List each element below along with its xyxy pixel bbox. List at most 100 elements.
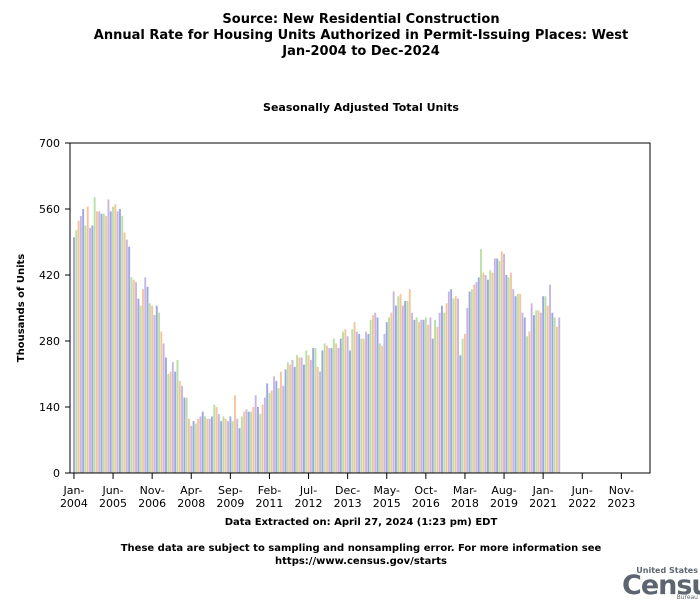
bar bbox=[526, 336, 528, 473]
x-tick-label-year: 2019 bbox=[490, 497, 518, 510]
bar bbox=[215, 407, 218, 473]
bar bbox=[305, 350, 308, 473]
disclaimer-link[interactable]: https://www.census.gov/starts bbox=[275, 556, 447, 567]
bar bbox=[404, 300, 407, 473]
bar bbox=[77, 220, 80, 473]
x-tick-label-month: Jan- bbox=[62, 484, 84, 497]
bar bbox=[443, 312, 446, 473]
bar bbox=[319, 371, 321, 473]
x-tick-label-month: Sep- bbox=[218, 484, 243, 497]
bar bbox=[505, 275, 508, 473]
bar bbox=[268, 392, 271, 473]
bar bbox=[102, 213, 105, 473]
x-tick-label-year: 2004 bbox=[60, 497, 88, 510]
bar bbox=[372, 315, 374, 473]
x-tick-label-year: 2012 bbox=[295, 497, 323, 510]
bar bbox=[535, 310, 538, 473]
bar bbox=[109, 211, 112, 474]
bar bbox=[309, 359, 312, 473]
bar bbox=[351, 329, 354, 473]
y-tick-label: 420 bbox=[39, 269, 60, 282]
bar bbox=[337, 348, 340, 473]
bar bbox=[353, 322, 356, 473]
bar bbox=[158, 312, 160, 473]
x-tick-label-month: Aug- bbox=[491, 484, 516, 497]
bar bbox=[130, 277, 133, 473]
bar bbox=[408, 289, 411, 473]
bar bbox=[314, 348, 317, 473]
bar bbox=[551, 312, 554, 473]
bar bbox=[229, 416, 232, 473]
bar bbox=[307, 355, 310, 473]
bar bbox=[487, 279, 489, 473]
bar bbox=[367, 333, 370, 473]
bar bbox=[415, 317, 418, 473]
bar bbox=[277, 388, 280, 473]
bar bbox=[528, 331, 531, 473]
bar bbox=[197, 418, 200, 473]
bar bbox=[238, 428, 241, 473]
bar bbox=[296, 355, 298, 473]
bar bbox=[280, 371, 282, 473]
header-range: Jan-2004 to Dec-2024 bbox=[282, 44, 440, 59]
chart-header: Source: New Residential Construction Ann… bbox=[0, 12, 700, 60]
bar bbox=[169, 371, 172, 473]
bar bbox=[427, 324, 430, 473]
bar bbox=[112, 206, 114, 473]
bar bbox=[286, 362, 289, 473]
logo-word: Census bbox=[622, 570, 700, 601]
bar bbox=[93, 197, 96, 473]
bar bbox=[519, 293, 522, 473]
logo-top-text: United States bbox=[636, 566, 698, 575]
bar bbox=[473, 284, 476, 473]
bar bbox=[464, 333, 466, 473]
bar bbox=[181, 385, 183, 473]
bar bbox=[252, 407, 255, 473]
bar bbox=[445, 303, 448, 473]
bar bbox=[266, 383, 269, 473]
bar bbox=[224, 418, 227, 473]
bar bbox=[298, 357, 301, 473]
bar bbox=[388, 317, 390, 473]
bar bbox=[489, 270, 492, 473]
bar bbox=[123, 232, 126, 473]
bar bbox=[441, 305, 443, 473]
bar bbox=[369, 319, 372, 473]
bar bbox=[105, 216, 108, 473]
header-series: Annual Rate for Housing Units Authorized… bbox=[93, 28, 629, 43]
bar bbox=[300, 357, 303, 473]
bar bbox=[342, 331, 344, 473]
bar bbox=[98, 211, 101, 474]
bar bbox=[259, 414, 262, 473]
y-tick-label: 560 bbox=[39, 203, 60, 216]
bar bbox=[231, 421, 234, 473]
bar bbox=[376, 317, 379, 473]
bar bbox=[199, 416, 202, 473]
bar bbox=[544, 296, 547, 473]
bar bbox=[171, 362, 174, 473]
bar bbox=[503, 253, 505, 473]
bar bbox=[151, 305, 154, 473]
bar bbox=[466, 308, 469, 473]
x-tick-label-year: 2006 bbox=[138, 497, 166, 510]
bar bbox=[420, 319, 423, 473]
bar bbox=[493, 258, 496, 473]
x-tick-label-year: 2022 bbox=[568, 497, 596, 510]
bar bbox=[349, 350, 351, 473]
disclaimer-text: These data are subject to sampling and n… bbox=[120, 543, 602, 554]
bar bbox=[523, 317, 526, 473]
bar bbox=[227, 421, 229, 473]
bar bbox=[457, 298, 459, 473]
bar bbox=[178, 381, 181, 473]
bar bbox=[461, 338, 464, 473]
bar bbox=[261, 404, 264, 473]
bar bbox=[201, 411, 204, 473]
bar bbox=[86, 206, 89, 473]
bar bbox=[284, 369, 287, 473]
bar bbox=[165, 357, 167, 473]
x-tick-label-year: 2008 bbox=[177, 497, 205, 510]
bar bbox=[360, 338, 363, 473]
x-tick-label-month: Apr- bbox=[180, 484, 202, 497]
bar bbox=[332, 338, 335, 473]
y-tick-label: 700 bbox=[39, 137, 60, 150]
